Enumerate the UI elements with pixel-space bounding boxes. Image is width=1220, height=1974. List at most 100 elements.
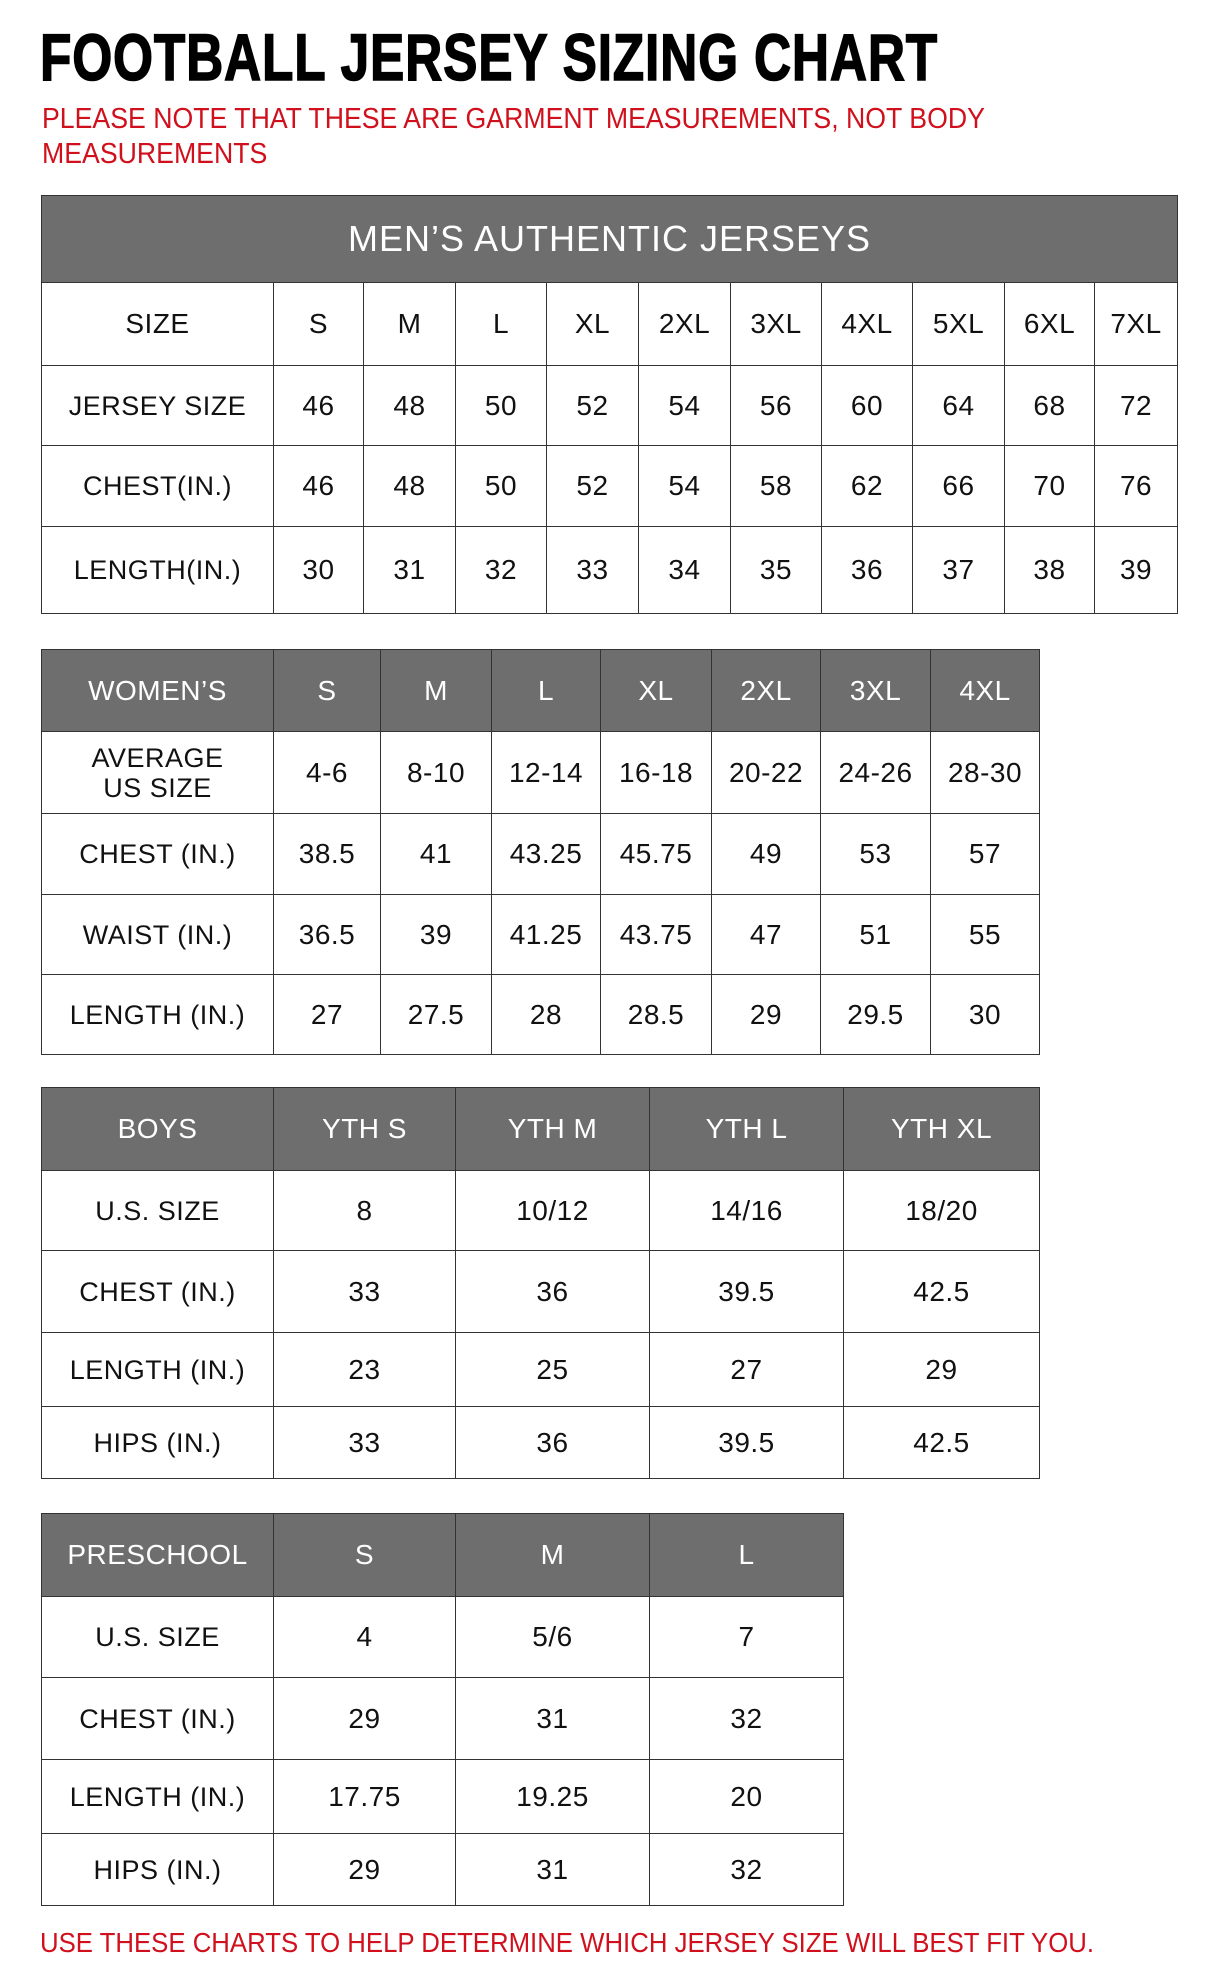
- table-cell: 72: [1093, 365, 1179, 446]
- table-cell: 41.25: [491, 894, 601, 975]
- table-cell: 39: [1093, 526, 1179, 614]
- preschool-header-label: PRESCHOOL: [41, 1513, 274, 1597]
- table-row: LENGTH (IN.) 27 27.5 28 28.5 29 29.5 30: [41, 974, 1040, 1055]
- row-label: HIPS (IN.): [41, 1833, 274, 1906]
- table-cell: 10/12: [455, 1170, 650, 1251]
- table-cell: 50: [455, 445, 547, 527]
- table-cell: 52: [546, 365, 639, 446]
- table-cell: 42.5: [843, 1250, 1040, 1333]
- table-cell: 35: [730, 526, 822, 614]
- table-cell: 48: [363, 445, 456, 527]
- table-row: HIPS (IN.) 33 36 39.5 42.5: [41, 1406, 1040, 1479]
- table-cell: 49: [711, 813, 821, 895]
- table-cell: 39: [380, 894, 492, 975]
- boys-header-label: BOYS: [41, 1087, 274, 1171]
- mens-header-row: SIZE S M L XL 2XL 3XL 4XL 5XL 6XL 7XL: [41, 282, 1179, 366]
- table-cell: 36: [455, 1406, 650, 1479]
- table-cell: 28-30: [930, 731, 1040, 814]
- table-cell: 19.25: [455, 1759, 650, 1834]
- table-cell: 32: [649, 1677, 844, 1760]
- table-cell: 14/16: [649, 1170, 844, 1251]
- table-cell: 27: [649, 1332, 844, 1407]
- table-cell: 7: [649, 1596, 844, 1678]
- womens-size-header: L: [491, 649, 601, 732]
- womens-header-row: WOMEN’S S M L XL 2XL 3XL 4XL: [41, 649, 1040, 732]
- table-cell: 28.5: [600, 974, 712, 1055]
- row-label: LENGTH(IN.): [41, 526, 274, 614]
- table-cell: 33: [273, 1406, 456, 1479]
- table-row: U.S. SIZE 8 10/12 14/16 18/20: [41, 1170, 1040, 1251]
- row-label: U.S. SIZE: [41, 1170, 274, 1251]
- womens-size-header: 4XL: [930, 649, 1040, 732]
- row-label: CHEST(IN.): [41, 445, 274, 527]
- table-cell: 27: [273, 974, 381, 1055]
- table-cell: 47: [711, 894, 821, 975]
- table-cell: 66: [912, 445, 1005, 527]
- table-cell: 30: [273, 526, 364, 614]
- table-cell: 54: [638, 365, 731, 446]
- mens-size-header: 7XL: [1093, 282, 1179, 366]
- table-cell: 16-18: [600, 731, 712, 814]
- table-cell: 60: [821, 365, 913, 446]
- table-cell: 58: [730, 445, 822, 527]
- womens-size-header: 2XL: [711, 649, 821, 732]
- table-cell: 29.5: [820, 974, 931, 1055]
- table-cell: 64: [912, 365, 1005, 446]
- table-cell: 53: [820, 813, 931, 895]
- table-cell: 45.75: [600, 813, 712, 895]
- mens-banner: MEN’S AUTHENTIC JERSEYS: [40, 195, 1179, 283]
- table-cell: 52: [546, 445, 639, 527]
- table-cell: 36.5: [273, 894, 381, 975]
- table-cell: 50: [455, 365, 547, 446]
- table-cell: 4: [273, 1596, 456, 1678]
- table-cell: 17.75: [273, 1759, 456, 1834]
- mens-size-header: 6XL: [1004, 282, 1095, 366]
- table-row: LENGTH (IN.) 23 25 27 29: [41, 1332, 1040, 1407]
- table-cell: 38.5: [273, 813, 381, 895]
- womens-size-header: 3XL: [820, 649, 931, 732]
- garment-note: PLEASE NOTE THAT THESE ARE GARMENT MEASU…: [42, 103, 985, 170]
- table-row: WAIST (IN.) 36.5 39 41.25 43.75 47 51 55: [41, 894, 1040, 975]
- boys-size-table: BOYS YTH S YTH M YTH L YTH XL U.S. SIZE 8 10/12…: [41, 1087, 1040, 1479]
- table-cell: 29: [273, 1677, 456, 1760]
- table-cell: 57: [930, 813, 1040, 895]
- table-cell: 46: [273, 365, 364, 446]
- table-cell: 55: [930, 894, 1040, 975]
- row-label: LENGTH (IN.): [41, 1332, 274, 1407]
- table-row: CHEST(IN.) 46 48 50 52 54 58 62 66 70 76: [41, 445, 1179, 527]
- table-cell: 76: [1093, 445, 1179, 527]
- row-label: JERSEY SIZE: [41, 365, 274, 446]
- table-cell: 8: [273, 1170, 456, 1251]
- table-row: HIPS (IN.) 29 31 32: [41, 1833, 844, 1906]
- table-row: LENGTH(IN.) 30 31 32 33 34 35 36 37 38 39: [41, 526, 1179, 614]
- row-label: U.S. SIZE: [41, 1596, 274, 1678]
- table-cell: 29: [273, 1833, 456, 1906]
- mens-size-header: 5XL: [912, 282, 1005, 366]
- table-cell: 8-10: [380, 731, 492, 814]
- table-cell: 36: [455, 1250, 650, 1333]
- boys-size-header: YTH XL: [843, 1087, 1040, 1171]
- table-cell: 5/6: [455, 1596, 650, 1678]
- footer-note: USE THESE CHARTS TO HELP DETERMINE WHICH…: [40, 1927, 1095, 1958]
- mens-header-label: SIZE: [41, 282, 274, 366]
- mens-size-header: 2XL: [638, 282, 731, 366]
- table-cell: 43.75: [600, 894, 712, 975]
- table-cell: 41: [380, 813, 492, 895]
- row-label: CHEST (IN.): [41, 1250, 274, 1333]
- table-cell: 62: [821, 445, 913, 527]
- table-cell: 31: [455, 1677, 650, 1760]
- row-label: LENGTH (IN.): [41, 1759, 274, 1834]
- boys-header-row: BOYS YTH S YTH M YTH L YTH XL: [41, 1087, 1040, 1171]
- table-cell: 48: [363, 365, 456, 446]
- boys-size-header: YTH S: [273, 1087, 456, 1171]
- mens-size-table: MEN’S AUTHENTIC JERSEYS SIZE S M L XL 2XL 3XL 4…: [40, 195, 1179, 614]
- table-cell: 32: [455, 526, 547, 614]
- table-row: LENGTH (IN.) 17.75 19.25 20: [41, 1759, 844, 1834]
- table-cell: 56: [730, 365, 822, 446]
- table-cell: 28: [491, 974, 601, 1055]
- preschool-size-table: PRESCHOOL S M L U.S. SIZE 4 5/6 7 CHEST (IN.) 29 3…: [41, 1513, 844, 1906]
- table-row: CHEST (IN.) 33 36 39.5 42.5: [41, 1250, 1040, 1333]
- table-row: JERSEY SIZE 46 48 50 52 54 56 60 64 68 72: [41, 365, 1179, 446]
- womens-size-header: M: [380, 649, 492, 732]
- table-cell: 34: [638, 526, 731, 614]
